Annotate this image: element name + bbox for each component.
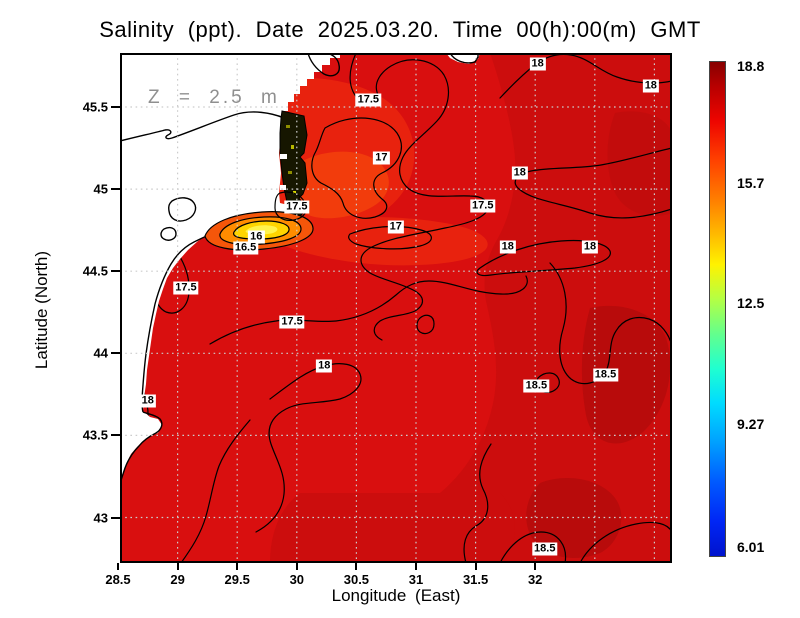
x-tick-mark (474, 563, 477, 570)
x-tick-mark (295, 563, 298, 570)
x-tick-mark (534, 563, 537, 570)
y-tick-mark (111, 516, 120, 519)
x-tick-mark (355, 563, 358, 570)
contour-label: 17.5 (470, 199, 496, 213)
contour-label: 17.5 (173, 281, 199, 295)
contour-label: 18 (316, 359, 333, 373)
colorbar-tick-label: 9.27 (737, 416, 765, 433)
map-svg (120, 53, 672, 563)
x-tick-label: 30 (289, 572, 305, 587)
contour-label: 16.5 (232, 241, 259, 255)
y-tick-label: 45 (93, 181, 108, 197)
plot-area: Z = 2.5 m 18 18 17.5 17 18 17.5 17.5 18 18 17 16 16… (120, 53, 672, 563)
x-tick-label: 29.5 (224, 572, 250, 587)
colorbar-tick-label: 12.5 (737, 294, 765, 311)
y-tick-label: 44.5 (82, 263, 108, 279)
land-polygon (120, 53, 340, 484)
x-tick-label: 31.5 (462, 572, 489, 587)
grid (120, 53, 672, 563)
y-tick-mark (111, 352, 120, 355)
contour-label: 18 (529, 57, 546, 71)
x-tick-mark (236, 563, 239, 570)
chart-title: Salinity (ppt). Date 2025.03.20. Time 00… (99, 17, 701, 42)
contour-label: 16 (248, 230, 265, 244)
x-tick-mark (415, 563, 417, 570)
contour-label: 18.5 (592, 368, 619, 382)
y-tick-mark (111, 434, 120, 437)
x-tick-label: 31 (408, 572, 424, 587)
contour-label: 17.5 (284, 200, 310, 214)
y-tick-label: 44 (93, 345, 108, 361)
x-tick-mark (176, 563, 179, 570)
contour-label: 18 (499, 240, 516, 254)
contour-label: 17.5 (279, 315, 305, 329)
contour-label: 18 (139, 394, 156, 408)
land-notch (446, 53, 480, 64)
x-tick-mark (117, 563, 119, 570)
y-tick-label: 45.5 (82, 99, 108, 115)
y-axis-label: Latitude (North) (32, 250, 51, 370)
y-tick-mark (111, 270, 120, 273)
x-axis-label: Longitude (East) (331, 586, 461, 605)
y-tick-label: 43.5 (82, 427, 108, 443)
contour-label: 17 (373, 151, 390, 165)
colorbar-tick-label: 18.8 (737, 58, 765, 74)
contour-label: 18 (642, 79, 659, 93)
x-tick-label: 32 (527, 572, 543, 587)
colorbar-tick-label: 6.01 (737, 539, 765, 555)
contour-label: 17.5 (355, 93, 382, 107)
contour-label: 18.5 (523, 379, 550, 393)
x-tick-label: 29 (170, 572, 185, 587)
colorbar-tick-label: 15.7 (737, 174, 765, 191)
contour-label: 18 (581, 240, 599, 254)
plot-frame (120, 53, 672, 563)
colorbar (709, 61, 726, 557)
x-tick-label: 30.5 (343, 572, 370, 587)
contour-label: 18 (511, 166, 528, 180)
contour-label: 18.5 (532, 542, 558, 556)
depth-annotation: Z = 2.5 m (148, 87, 280, 108)
y-tick-mark (111, 106, 120, 108)
x-tick-label: 28.5 (105, 572, 131, 587)
y-tick-label: 43 (93, 510, 108, 525)
y-tick-mark (111, 188, 120, 191)
contour-label: 17 (387, 220, 404, 234)
